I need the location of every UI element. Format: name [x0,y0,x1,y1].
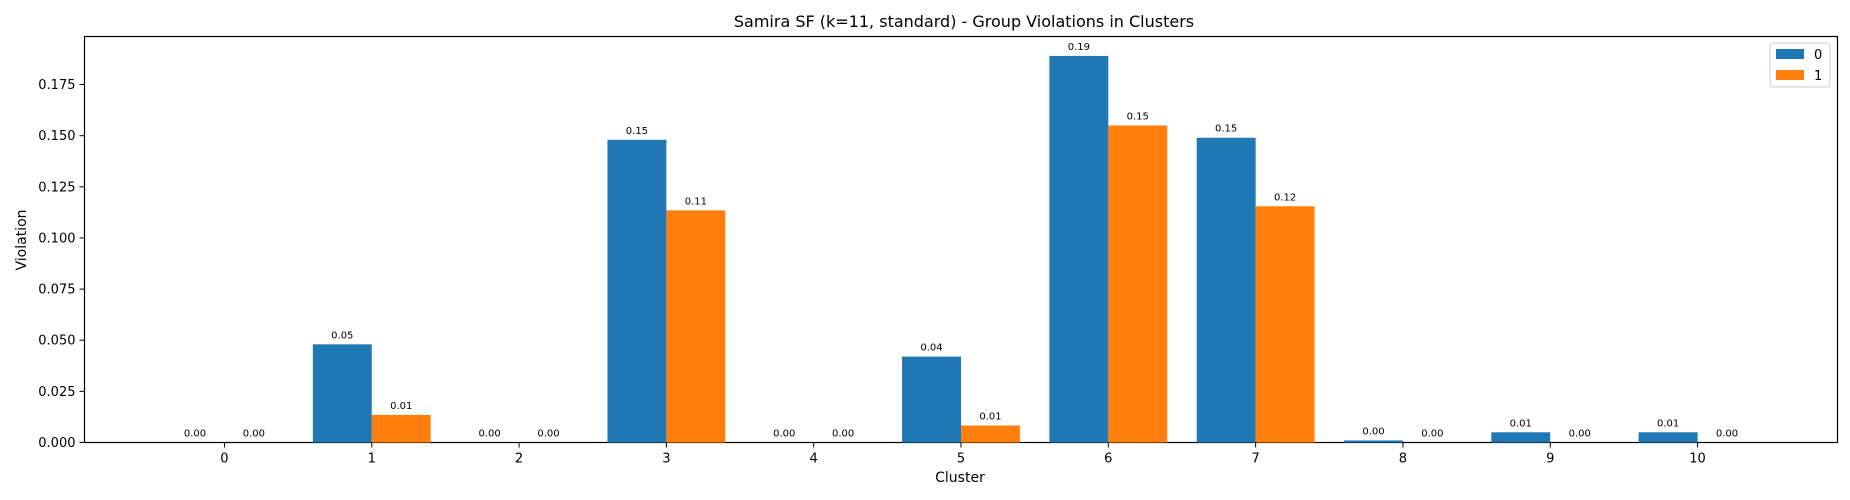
bar-value-label: 0.15 [626,126,648,137]
x-tick-label: 2 [515,452,523,467]
bar-value-label: 0.12 [1274,192,1296,203]
legend-swatch [1776,49,1804,59]
bar-value-label: 0.01 [979,412,1001,423]
x-tick-label: 7 [1251,452,1259,467]
x-tick-label: 5 [957,452,965,467]
bar-value-label: 0.15 [1127,111,1149,122]
bar-series-0 [1638,432,1698,443]
chart-title: Samira SF (k=11, standard) - Group Viola… [734,12,1194,31]
bar-value-label: 0.04 [920,343,942,354]
y-tick-label: 0.075 [38,283,75,298]
legend-label: 1 [1814,69,1822,84]
x-axis-label: Cluster [935,470,985,486]
x-tick-label: 6 [1104,452,1112,467]
legend-label: 0 [1814,48,1822,63]
bars [312,55,1698,443]
bar-value-label: 0.00 [832,429,854,440]
y-tick-label: 0.100 [38,231,75,246]
y-tick-label: 0.050 [38,334,75,349]
bar-value-label: 0.01 [390,401,412,412]
legend-swatch [1776,70,1804,80]
y-tick-label: 0.000 [38,436,75,451]
y-tick-label: 0.025 [38,385,75,400]
bar-series-1 [961,425,1020,443]
x-tick-label: 8 [1399,452,1407,467]
x-axis: 0 1 2 3 4 5 6 7 8 9 10 [220,442,1706,467]
bar-value-label: 0.05 [331,330,353,341]
bar-value-label: 0.00 [184,429,206,440]
bar-value-label: 0.19 [1068,42,1090,53]
bar-series-0 [312,344,372,443]
bar-value-label: 0.00 [1716,429,1738,440]
bar-value-label: 0.00 [537,429,559,440]
bar-value-label: 0.01 [1657,418,1679,429]
bar-value-label: 0.00 [243,429,265,440]
legend: 01 [1769,42,1831,88]
bar-value-label: 0.00 [1421,429,1443,440]
bar-value-label: 0.01 [1510,418,1532,429]
x-tick-label: 9 [1546,452,1554,467]
x-tick-label: 3 [662,452,670,467]
x-tick-label: 10 [1689,452,1706,467]
bar-value-label: 0.00 [773,429,795,440]
bar-value-label: 0.11 [685,196,707,207]
bar-series-1 [666,210,726,443]
bar-series-0 [607,139,667,443]
y-axis: 0.000 0.025 0.050 0.075 0.100 0.125 0.150 0.175 [38,78,85,451]
x-tick-label: 4 [810,452,818,467]
bar-series-0 [1049,55,1109,443]
bar-value-label: 0.15 [1215,124,1237,135]
bar-series-0 [1196,137,1256,443]
y-axis-label: Violation [14,209,30,270]
bar-series-1 [371,414,431,443]
bar-value-label: 0.00 [1362,426,1384,437]
bar-value-label: 0.00 [478,429,500,440]
x-tick-label: 1 [368,452,376,467]
y-tick-label: 0.150 [38,129,75,144]
y-tick-label: 0.175 [38,78,75,93]
bar-series-0 [902,356,961,443]
x-tick-label: 0 [220,452,228,467]
data-labels: 0.00 0.05 0.00 0.15 0.00 0.04 0.19 0.15 0.00 0.01… [184,42,1738,440]
bar-value-label: 0.00 [1569,429,1591,440]
y-tick-label: 0.125 [38,180,75,195]
bar-series-1 [1108,125,1168,443]
bar-series-1 [1255,206,1315,443]
bar-series-0 [1344,440,1403,443]
bar-series-0 [1491,432,1551,443]
